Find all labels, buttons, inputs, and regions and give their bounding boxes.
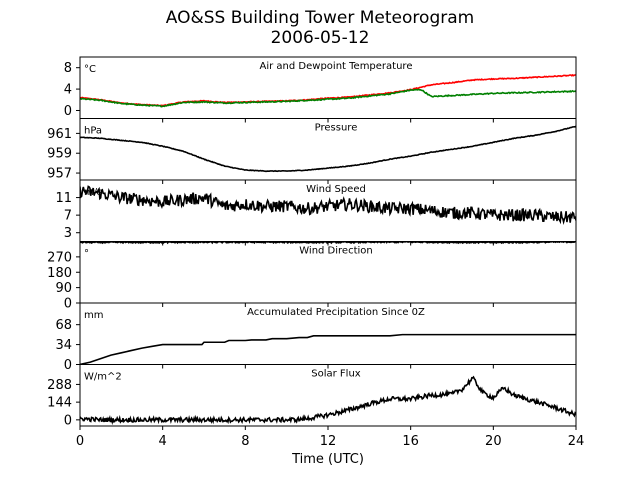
- series-wspd-0: [80, 185, 576, 225]
- chart-subtitle: 2006-05-12: [270, 28, 370, 48]
- y-tick-label-temp: 0: [64, 104, 72, 119]
- x-axis-label: Time (UTC): [292, 452, 364, 467]
- x-tick-label: 8: [241, 434, 249, 449]
- x-tick-label: 12: [320, 434, 337, 449]
- panel-title-pres: Pressure: [315, 123, 358, 134]
- y-tick-label-wspd: 11: [55, 191, 72, 206]
- y-tick-label-wdir: 90: [55, 281, 72, 296]
- panel-title-temp: Air and Dewpoint Temperature: [260, 61, 413, 72]
- y-tick-label-wdir: 180: [47, 266, 72, 281]
- panel-unit-wdir: °: [84, 249, 89, 260]
- y-tick-label-wdir: 0: [64, 297, 72, 312]
- panel-unit-wspd: m/s: [84, 187, 102, 198]
- y-tick-label-solar: 144: [47, 396, 72, 411]
- panel-title-wdir: Wind Direction: [299, 246, 373, 257]
- y-tick-label-temp: 4: [64, 83, 72, 98]
- x-tick-label: 16: [402, 434, 419, 449]
- chart-title: AO&SS Building Tower Meteorogram: [165, 8, 475, 28]
- x-tick-label: 0: [76, 434, 84, 449]
- panel-title-solar: Solar Flux: [311, 369, 361, 380]
- series-pres-0: [80, 125, 576, 173]
- x-tick-label: 20: [485, 434, 502, 449]
- y-tick-label-pres: 961: [47, 127, 72, 142]
- y-tick-label-pres: 959: [47, 147, 72, 162]
- y-tick-label-temp: 8: [64, 61, 72, 76]
- series-solar-0: [80, 375, 576, 426]
- y-tick-label-wspd: 7: [64, 209, 72, 224]
- y-tick-label-prcp: 0: [64, 358, 72, 373]
- y-tick-label-prcp: 68: [55, 318, 72, 333]
- panel-unit-temp: °C: [84, 64, 96, 75]
- series-temp-0: [80, 73, 576, 107]
- panel-title-prcp: Accumulated Precipitation Since 0Z: [247, 307, 425, 318]
- y-tick-label-solar: 0: [64, 413, 72, 428]
- y-tick-label-prcp: 34: [55, 338, 72, 353]
- y-tick-label-solar: 288: [47, 378, 72, 393]
- x-tick-label: 24: [568, 434, 585, 449]
- series-prcp-0: [80, 333, 576, 365]
- y-tick-label-wdir: 270: [47, 250, 72, 265]
- panel-unit-solar: W/m^2: [84, 372, 122, 383]
- panel-title-wspd: Wind Speed: [306, 184, 366, 195]
- panel-unit-pres: hPa: [84, 126, 102, 137]
- series-wdir-0: [80, 241, 576, 245]
- y-tick-label-pres: 957: [47, 167, 72, 182]
- y-tick-label-wspd: 3: [64, 226, 72, 241]
- x-tick-label: 4: [159, 434, 167, 449]
- panel-unit-prcp: mm: [84, 310, 103, 321]
- series-temp-1: [80, 88, 576, 108]
